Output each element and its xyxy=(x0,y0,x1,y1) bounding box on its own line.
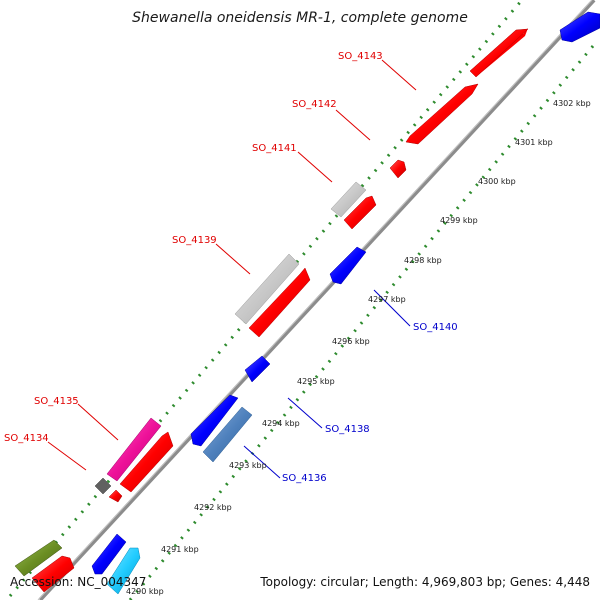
gene-label-so-4136[interactable]: SO_4136 xyxy=(282,473,327,484)
genome-backbone xyxy=(38,0,596,600)
kbp-tick-4302: 4302 kbp xyxy=(553,99,591,108)
feature-red-bottom-left[interactable] xyxy=(31,555,75,593)
feature-blue-top-right[interactable] xyxy=(559,11,600,43)
callout-so-4138 xyxy=(287,397,323,429)
feature-so-4139-grey[interactable] xyxy=(234,253,300,325)
gene-label-so-4141[interactable]: SO_4141 xyxy=(252,143,297,154)
gene-label-so-4135[interactable]: SO_4135 xyxy=(34,396,79,407)
gene-label-so-4140[interactable]: SO_4140 xyxy=(413,322,458,333)
feature-so-4138[interactable] xyxy=(190,394,239,447)
kbp-tick-4292: 4292 kbp xyxy=(194,503,232,512)
feature-cyan-bottom[interactable] xyxy=(106,547,141,595)
genome-summary-text: Topology: circular; Length: 4,969,803 bp… xyxy=(259,575,590,589)
feature-so-4134-dark[interactable] xyxy=(94,477,112,495)
callout-so-4135 xyxy=(77,403,119,441)
kbp-tick-4293: 4293 kbp xyxy=(229,461,267,470)
callout-so-4139 xyxy=(215,243,251,275)
kbp-tick-4298: 4298 kbp xyxy=(404,256,442,265)
feature-so-4141-small[interactable] xyxy=(389,159,407,179)
callout-so-4141 xyxy=(297,151,333,183)
feature-so-4143[interactable] xyxy=(469,28,529,78)
feature-olive-gene[interactable] xyxy=(14,539,63,577)
kbp-tick-4301: 4301 kbp xyxy=(515,138,553,147)
feature-so-4142[interactable] xyxy=(405,83,479,145)
feature-so-4141-red[interactable] xyxy=(343,195,377,230)
kbp-tick-4295: 4295 kbp xyxy=(297,377,335,386)
feature-so-4140[interactable] xyxy=(329,246,367,285)
kbp-tick-4290: 4290 kbp xyxy=(126,587,164,596)
kbp-tick-4294: 4294 kbp xyxy=(262,419,300,428)
gene-label-so-4138[interactable]: SO_4138 xyxy=(325,424,370,435)
feature-so-4139-red[interactable] xyxy=(248,267,311,338)
outer-dotted-track xyxy=(8,0,524,597)
callout-so-4136 xyxy=(243,445,281,479)
accession-text: Accession: NC_004347 xyxy=(10,575,146,589)
gene-label-so-4139[interactable]: SO_4139 xyxy=(172,235,217,246)
inner-dotted-track xyxy=(128,39,600,600)
feature-blue-small[interactable] xyxy=(244,355,271,383)
feature-so-4136[interactable] xyxy=(202,406,253,463)
callout-so-4140 xyxy=(373,289,411,327)
callout-so-4142 xyxy=(335,109,371,141)
feature-so-4134-red[interactable] xyxy=(119,431,174,493)
kbp-tick-4299: 4299 kbp xyxy=(440,216,478,225)
feature-blue-bottom[interactable] xyxy=(91,533,127,575)
callout-so-4143 xyxy=(381,59,417,91)
gene-label-so-4134[interactable]: SO_4134 xyxy=(4,433,49,444)
kbp-tick-4296: 4296 kbp xyxy=(332,337,370,346)
feature-so-4134-small-red[interactable] xyxy=(108,489,123,503)
kbp-tick-4297: 4297 kbp xyxy=(368,295,406,304)
gene-label-so-4142[interactable]: SO_4142 xyxy=(292,99,337,110)
kbp-tick-4291: 4291 kbp xyxy=(161,545,199,554)
callout-so-4134 xyxy=(47,441,87,471)
feature-so-4141-grey[interactable] xyxy=(330,181,367,218)
feature-so-4135[interactable] xyxy=(106,417,162,482)
kbp-tick-4300: 4300 kbp xyxy=(478,177,516,186)
genome-title: Shewanella oneidensis MR-1, complete gen… xyxy=(132,10,468,26)
gene-label-so-4143[interactable]: SO_4143 xyxy=(338,51,383,62)
genome-backbone-highlight xyxy=(37,0,593,600)
